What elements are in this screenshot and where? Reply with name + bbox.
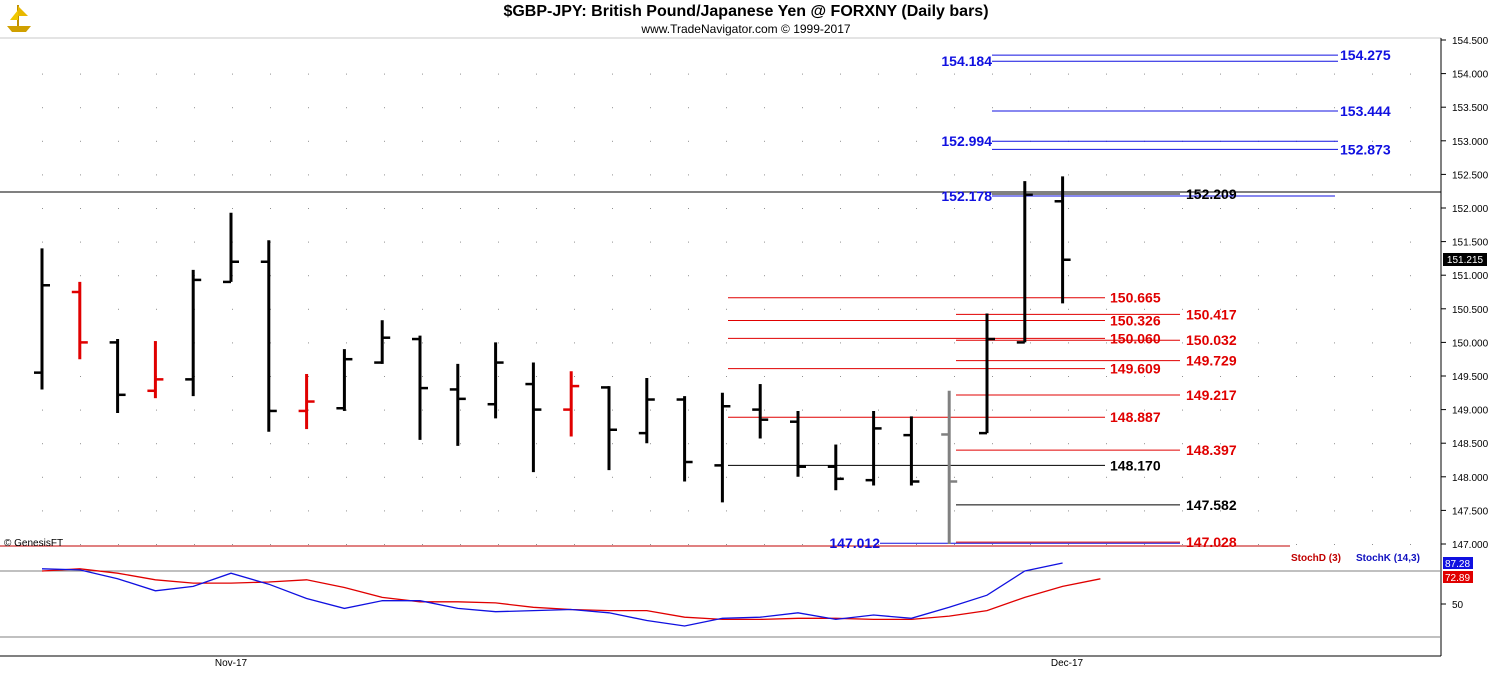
stochastic-panel [41,562,1101,627]
level-label: 148.397 [1186,442,1237,458]
price-tick-label: 147.500 [1452,506,1489,517]
sailing-ship-logo-icon [4,2,34,36]
level-label: 150.665 [1110,290,1161,306]
stoch-line-blue [41,562,1063,627]
level-label: 149.609 [1110,361,1161,377]
stochk-value-label: 87.28 [1445,559,1470,570]
level-label: 154.275 [1340,47,1391,63]
price-tick-label: 152.000 [1452,204,1489,215]
genesis-watermark: © GenesisFT [4,538,63,549]
price-tick-label: 153.500 [1452,103,1489,114]
chart-subtitle: www.TradeNavigator.com © 1999-2017 [641,22,851,36]
level-label: 154.184 [941,53,992,69]
x-label-dec: Dec-17 [1051,658,1084,669]
level-label: 153.444 [1340,103,1391,119]
price-tick-label: 154.000 [1452,70,1489,81]
price-tick-label: 150.500 [1452,305,1489,316]
level-label: 147.028 [1186,534,1237,550]
price-tick-label: 149.500 [1452,372,1489,383]
level-label: 152.994 [941,133,992,149]
stochk-value-tag [1443,557,1473,569]
level-label: 150.417 [1186,306,1237,322]
ohlc-bars [34,176,1071,544]
price-tick-label: 152.500 [1452,170,1489,181]
price-tick-label: 149.000 [1452,406,1489,417]
dotted-grid [42,73,1411,545]
stoch-tick-label-50: 50 [1452,600,1464,611]
level-label: 152.209 [1186,186,1237,202]
legend-stochd: StochD (3) [1291,553,1341,564]
price-tick-label: 151.500 [1452,238,1489,249]
price-ticks: 154.500 154.000 153.500 153.000 152.500 152.0… [1441,36,1489,551]
stoch-line-red [41,568,1101,621]
x-label-nov: Nov-17 [215,658,248,669]
level-label: 147.582 [1186,497,1237,513]
level-label: 150.060 [1110,330,1161,346]
price-tick-label: 148.500 [1452,439,1489,450]
chart-header: $GBP-JPY: British Pound/Japanese Yen @ F… [0,0,1492,38]
price-tick-label: 148.000 [1452,473,1489,484]
level-label: 150.032 [1186,332,1237,348]
last-price-label: 151.215 [1447,255,1484,266]
last-price-tag [1443,253,1487,266]
stochd-value-label: 72.89 [1445,573,1470,584]
level-label: 148.170 [1110,457,1161,473]
level-label: 149.729 [1186,353,1237,369]
price-tick-label: 151.000 [1452,271,1489,282]
chart-title: $GBP-JPY: British Pound/Japanese Yen @ F… [503,3,989,20]
price-tick-label: 150.000 [1452,338,1489,349]
level-label: 147.012 [829,535,880,551]
price-tick-label: 153.000 [1452,137,1489,148]
level-label: 152.873 [1340,141,1391,157]
level-label: 152.178 [941,188,992,204]
stochd-value-tag [1443,571,1473,583]
legend-stochk: StochK (14,3) [1356,553,1420,564]
price-tick-label: 147.000 [1452,540,1489,551]
level-label: 148.887 [1110,409,1161,425]
extension-levels: 154.184 154.275 153.444 152.994 152.873 152.1… [728,47,1391,551]
level-label: 149.217 [1186,387,1237,403]
level-label: 150.326 [1110,312,1161,328]
price-tick-label: 154.500 [1452,36,1489,47]
